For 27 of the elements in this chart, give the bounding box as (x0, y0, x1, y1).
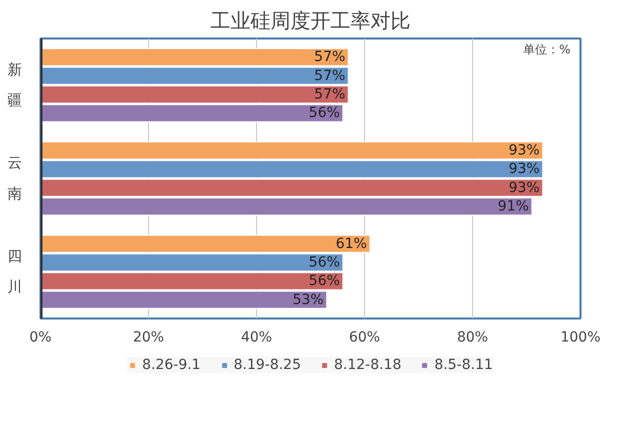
data-label: 57% (314, 68, 346, 84)
x-tick-label: 20% (132, 330, 164, 346)
data-label: 57% (314, 86, 346, 102)
y-tick-label: 四川 (8, 248, 22, 296)
legend-label: 8.5-8.11 (434, 357, 493, 373)
y-tick-label: 云南 (8, 154, 22, 202)
annotation: 单位：% (523, 42, 571, 56)
x-tick-label: 0% (29, 330, 52, 346)
legend-label: 8.12-8.18 (334, 357, 402, 373)
data-label: 93% (508, 180, 540, 196)
legend-label: 8.26-9.1 (142, 357, 201, 373)
data-label: 93% (508, 142, 540, 158)
x-tick-label: 60% (348, 330, 380, 346)
data-label: 53% (292, 292, 324, 308)
data-label: 56% (308, 254, 340, 270)
x-tick-label: 40% (240, 330, 272, 346)
y-tick-label: 新疆 (8, 61, 22, 109)
data-label: 56% (308, 273, 340, 290)
chart-title: 工业硅周度开工率对比 (210, 8, 410, 32)
data-label: 93% (508, 161, 540, 178)
data-label: 57% (314, 49, 346, 66)
x-tick-label: 100% (560, 330, 601, 346)
legend-label: 8.19-8.25 (234, 357, 301, 373)
data-label: 91% (498, 198, 529, 214)
data-label: 56% (308, 105, 340, 122)
data-label: 61% (336, 236, 367, 252)
x-tick-label: 80% (456, 330, 488, 346)
